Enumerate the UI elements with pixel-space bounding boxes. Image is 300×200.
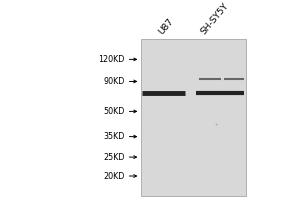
Text: 120KD: 120KD — [98, 55, 124, 64]
Text: 90KD: 90KD — [103, 77, 124, 86]
Text: 35KD: 35KD — [103, 132, 124, 141]
Text: 25KD: 25KD — [103, 153, 124, 162]
Text: 20KD: 20KD — [103, 172, 124, 181]
Text: SH-SY5Y: SH-SY5Y — [199, 1, 230, 36]
Text: 50KD: 50KD — [103, 107, 124, 116]
Text: U87: U87 — [157, 17, 175, 36]
FancyBboxPatch shape — [141, 39, 246, 196]
